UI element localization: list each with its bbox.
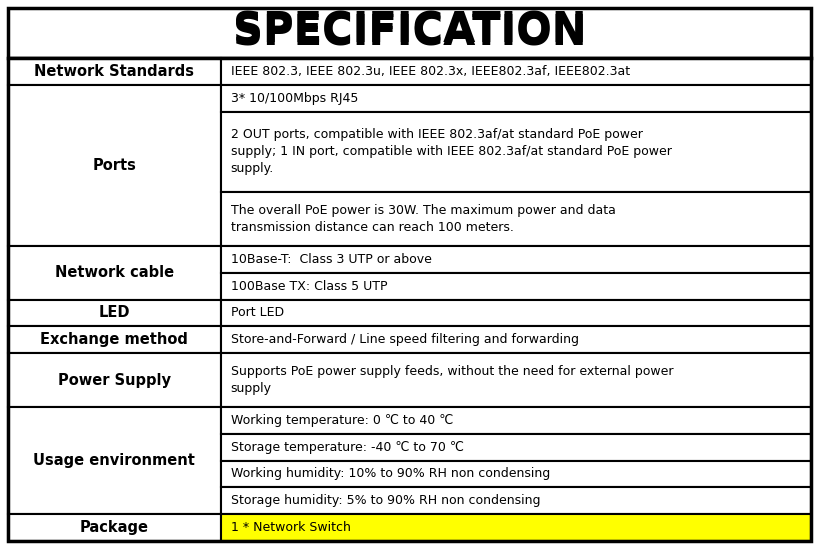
- Text: Package: Package: [80, 520, 149, 535]
- Bar: [221, 112, 811, 192]
- Bar: [8, 300, 221, 327]
- Bar: [221, 58, 811, 85]
- Text: Storage humidity: 5% to 90% RH non condensing: Storage humidity: 5% to 90% RH non conde…: [231, 494, 541, 507]
- Bar: [8, 353, 221, 407]
- Text: 1 * Network Switch: 1 * Network Switch: [231, 521, 351, 534]
- Bar: [8, 327, 221, 353]
- Text: The overall PoE power is 30W. The maximum power and data
transmission distance c: The overall PoE power is 30W. The maximu…: [231, 204, 616, 234]
- Text: Working temperature: 0 ℃ to 40 ℃: Working temperature: 0 ℃ to 40 ℃: [231, 414, 453, 427]
- Text: Supports PoE power supply feeds, without the need for external power
supply: Supports PoE power supply feeds, without…: [231, 365, 673, 395]
- Bar: [221, 246, 811, 272]
- Text: 2 OUT ports, compatible with IEEE 802.3af/at standard PoE power
supply; 1 IN por: 2 OUT ports, compatible with IEEE 802.3a…: [231, 129, 672, 176]
- Bar: [8, 246, 221, 300]
- Bar: [221, 272, 811, 300]
- Bar: [8, 8, 811, 58]
- Bar: [221, 85, 811, 112]
- Text: Ports: Ports: [93, 158, 136, 173]
- Text: Power Supply: Power Supply: [58, 373, 171, 387]
- Bar: [8, 85, 221, 246]
- Bar: [221, 434, 811, 461]
- Text: SPECIFICATION: SPECIFICATION: [233, 10, 586, 52]
- Bar: [221, 353, 811, 407]
- Bar: [221, 300, 811, 327]
- Text: SPECIFICATION: SPECIFICATION: [233, 12, 586, 54]
- Text: Storage temperature: -40 ℃ to 70 ℃: Storage temperature: -40 ℃ to 70 ℃: [231, 440, 464, 453]
- Bar: [221, 192, 811, 246]
- Text: LED: LED: [98, 305, 130, 321]
- Text: IEEE 802.3, IEEE 802.3u, IEEE 802.3x, IEEE802.3af, IEEE802.3at: IEEE 802.3, IEEE 802.3u, IEEE 802.3x, IE…: [231, 65, 630, 78]
- Text: 100Base TX: Class 5 UTP: 100Base TX: Class 5 UTP: [231, 280, 387, 293]
- Bar: [8, 407, 221, 514]
- Text: Usage environment: Usage environment: [34, 453, 196, 468]
- Text: 10Base-T:  Class 3 UTP or above: 10Base-T: Class 3 UTP or above: [231, 253, 432, 266]
- Text: Working humidity: 10% to 90% RH non condensing: Working humidity: 10% to 90% RH non cond…: [231, 468, 550, 480]
- Text: Network cable: Network cable: [55, 265, 174, 280]
- Text: Exchange method: Exchange method: [40, 332, 188, 347]
- Text: Port LED: Port LED: [231, 306, 284, 319]
- Bar: [221, 487, 811, 514]
- Bar: [221, 327, 811, 353]
- Bar: [221, 461, 811, 487]
- Text: 3* 10/100Mbps RJ45: 3* 10/100Mbps RJ45: [231, 92, 358, 104]
- Text: Store-and-Forward / Line speed filtering and forwarding: Store-and-Forward / Line speed filtering…: [231, 333, 579, 346]
- Bar: [8, 58, 811, 541]
- Text: Network Standards: Network Standards: [34, 64, 194, 79]
- Bar: [8, 58, 221, 85]
- Bar: [221, 407, 811, 434]
- Bar: [221, 514, 811, 541]
- Bar: [8, 514, 221, 541]
